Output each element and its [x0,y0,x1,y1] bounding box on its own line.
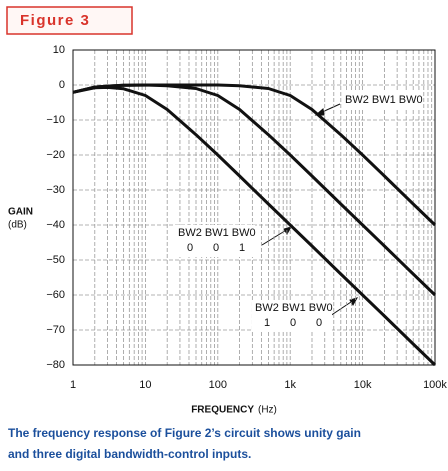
annotation-bg [252,300,332,332]
y-tick-label: −50 [46,254,65,266]
y-axis-unit: (dB) [8,220,27,231]
annotation-text: BW2 BW1 BW0 [178,227,256,239]
y-tick-label: −30 [46,184,65,196]
y-tick-label: −20 [46,149,65,161]
x-tick-label: 100 [209,379,227,391]
y-tick-label: −40 [46,219,65,231]
x-tick-label: 10k [354,379,372,391]
x-tick-label: 10 [139,379,151,391]
annotation-bit: 0 [290,317,296,329]
x-tick-label: 1k [284,379,296,391]
y-tick-label: −70 [46,324,65,336]
figure-label-box [6,6,133,35]
arrow [329,299,355,317]
y-axis-label: GAIN [8,207,33,218]
caption-line: and three digital bandwidth-control inpu… [8,447,251,461]
x-tick-label: 100k [423,379,447,391]
annotation-bg [175,225,255,257]
plot-frame [72,49,436,366]
annotation-bit: 1 [264,317,270,329]
y-tick-label: 10 [53,44,65,56]
figure-label: Figure 3 [20,12,90,29]
x-tick-label: 1 [70,379,76,391]
annotation-bit: 0 [213,242,219,254]
y-tick-label: −10 [46,114,65,126]
x-axis-label: FREQUENCY [191,405,254,416]
y-tick-label: −80 [46,359,65,371]
annotation-bit: 0 [187,242,193,254]
arrow [261,228,289,246]
x-axis-unit: (Hz) [258,405,277,416]
annotation-bit: 1 [239,242,245,254]
annotation-text: BW2 BW1 BW0 [255,302,333,314]
arrowhead [283,226,293,235]
annotation-bg [342,92,422,108]
annotation-bit: 0 [316,317,322,329]
curve [72,83,437,227]
y-tick-label: 0 [59,79,65,91]
curve [72,85,437,367]
caption-line: The frequency response of Figure 2’s cir… [8,426,361,440]
y-tick-label: −60 [46,289,65,301]
annotation-text: BW2 BW1 BW0 [345,94,423,106]
